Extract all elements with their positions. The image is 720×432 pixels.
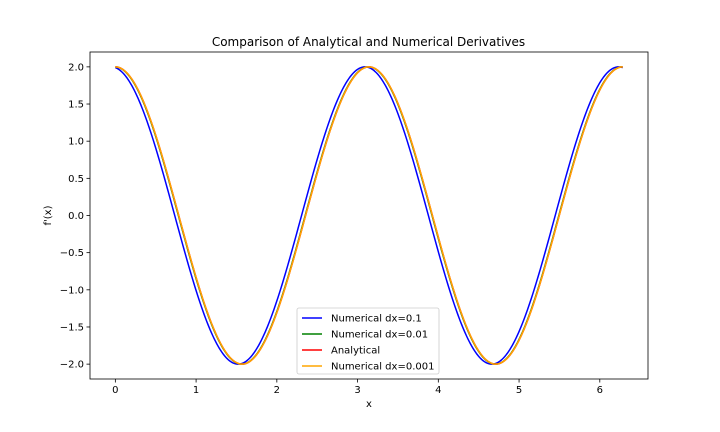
x-tick-label: 0 <box>112 385 118 396</box>
x-tick-label: 5 <box>516 385 522 396</box>
y-tick-label: 2.0 <box>68 62 84 73</box>
x-tick-label: 4 <box>435 385 441 396</box>
legend-label: Analytical <box>331 346 380 357</box>
x-tick-label: 2 <box>274 385 280 396</box>
x-tick-label: 1 <box>193 385 199 396</box>
legend: Numerical dx=0.1 Numerical dx=0.01 Analyti… <box>296 307 440 375</box>
chart-title: Comparison of Analytical and Numerical D… <box>212 35 525 49</box>
y-tick-label: −1.5 <box>60 322 84 333</box>
series-line-numerical-dx-0-001 <box>115 66 623 365</box>
y-tick-label: −0.5 <box>60 248 84 259</box>
y-tick-label: 0.0 <box>68 211 84 222</box>
legend-box <box>296 307 440 375</box>
legend-label: Numerical dx=0.01 <box>331 330 428 341</box>
y-tick-label: −1.0 <box>60 285 84 296</box>
y-axis-label: f'(x) <box>43 205 54 225</box>
x-axis-label: x <box>366 399 372 410</box>
y-tick-label: 1.5 <box>68 100 84 111</box>
x-axis-ticks: 0 1 2 3 4 5 6 <box>112 379 603 396</box>
y-tick-label: 1.0 <box>68 137 84 148</box>
legend-label: Numerical dx=0.1 <box>331 314 422 325</box>
y-tick-label: −2.0 <box>60 360 84 371</box>
series-group <box>115 66 623 365</box>
y-tick-label: 0.5 <box>68 174 84 185</box>
legend-label: Numerical dx=0.001 <box>331 362 434 373</box>
y-axis-ticks: −2.0 −1.5 −1.0 −0.5 0.0 0.5 1.0 1.5 2.0 <box>60 62 90 371</box>
x-tick-label: 6 <box>597 385 603 396</box>
x-tick-label: 3 <box>354 385 360 396</box>
plot-area <box>89 51 649 380</box>
